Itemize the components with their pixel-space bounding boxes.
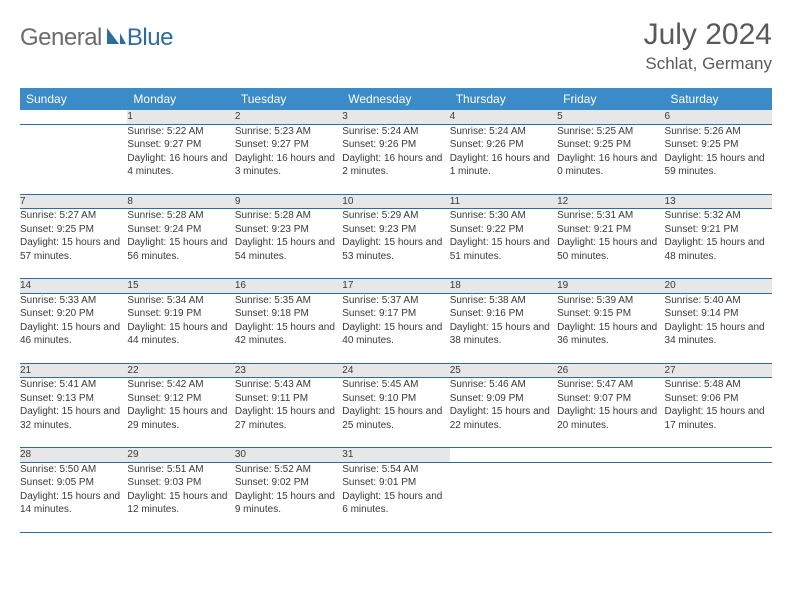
calendar-body: 123456 Sunrise: 5:22 AMSunset: 9:27 PMDa… xyxy=(20,110,772,532)
day-detail: Sunrise: 5:37 AMSunset: 9:17 PMDaylight:… xyxy=(342,293,449,363)
day-detail: Sunrise: 5:50 AMSunset: 9:05 PMDaylight:… xyxy=(20,462,127,532)
calendar-table: Sunday Monday Tuesday Wednesday Thursday… xyxy=(20,88,772,533)
weekday-header: Sunday xyxy=(20,88,127,110)
day-detail: Sunrise: 5:43 AMSunset: 9:11 PMDaylight:… xyxy=(235,378,342,448)
logo-text-general: General xyxy=(20,24,102,52)
logo-sail-icon xyxy=(105,26,127,51)
day-detail-row: Sunrise: 5:22 AMSunset: 9:27 PMDaylight:… xyxy=(20,124,772,194)
day-number: 13 xyxy=(665,194,772,209)
day-number: 3 xyxy=(342,110,449,124)
day-number: 12 xyxy=(557,194,664,209)
logo: General Blue xyxy=(20,24,173,52)
day-number: 30 xyxy=(235,448,342,463)
day-detail: Sunrise: 5:54 AMSunset: 9:01 PMDaylight:… xyxy=(342,462,449,532)
title-block: July 2024 Schlat, Germany xyxy=(644,18,772,74)
day-number xyxy=(20,110,127,124)
day-number: 18 xyxy=(450,279,557,294)
logo-text-blue: Blue xyxy=(127,24,173,52)
day-detail: Sunrise: 5:33 AMSunset: 9:20 PMDaylight:… xyxy=(20,293,127,363)
day-detail: Sunrise: 5:35 AMSunset: 9:18 PMDaylight:… xyxy=(235,293,342,363)
day-number-row: 123456 xyxy=(20,110,772,124)
day-detail: Sunrise: 5:39 AMSunset: 9:15 PMDaylight:… xyxy=(557,293,664,363)
day-number: 17 xyxy=(342,279,449,294)
day-detail-row: Sunrise: 5:41 AMSunset: 9:13 PMDaylight:… xyxy=(20,378,772,448)
day-detail: Sunrise: 5:28 AMSunset: 9:23 PMDaylight:… xyxy=(235,209,342,279)
day-detail: Sunrise: 5:29 AMSunset: 9:23 PMDaylight:… xyxy=(342,209,449,279)
day-number-row: 28293031 xyxy=(20,448,772,463)
day-detail: Sunrise: 5:42 AMSunset: 9:12 PMDaylight:… xyxy=(127,378,234,448)
day-detail: Sunrise: 5:31 AMSunset: 9:21 PMDaylight:… xyxy=(557,209,664,279)
day-number: 11 xyxy=(450,194,557,209)
day-detail: Sunrise: 5:38 AMSunset: 9:16 PMDaylight:… xyxy=(450,293,557,363)
day-number: 9 xyxy=(235,194,342,209)
day-detail: Sunrise: 5:40 AMSunset: 9:14 PMDaylight:… xyxy=(665,293,772,363)
day-number: 1 xyxy=(127,110,234,124)
weekday-header-row: Sunday Monday Tuesday Wednesday Thursday… xyxy=(20,88,772,110)
day-number: 23 xyxy=(235,363,342,378)
day-detail-row: Sunrise: 5:33 AMSunset: 9:20 PMDaylight:… xyxy=(20,293,772,363)
day-detail xyxy=(557,462,664,532)
day-number: 28 xyxy=(20,448,127,463)
day-number: 16 xyxy=(235,279,342,294)
day-number: 10 xyxy=(342,194,449,209)
day-number: 19 xyxy=(557,279,664,294)
day-detail: Sunrise: 5:28 AMSunset: 9:24 PMDaylight:… xyxy=(127,209,234,279)
day-number-row: 21222324252627 xyxy=(20,363,772,378)
day-number: 20 xyxy=(665,279,772,294)
day-detail: Sunrise: 5:30 AMSunset: 9:22 PMDaylight:… xyxy=(450,209,557,279)
day-number: 24 xyxy=(342,363,449,378)
day-number: 26 xyxy=(557,363,664,378)
day-detail: Sunrise: 5:34 AMSunset: 9:19 PMDaylight:… xyxy=(127,293,234,363)
day-detail: Sunrise: 5:45 AMSunset: 9:10 PMDaylight:… xyxy=(342,378,449,448)
day-number-row: 78910111213 xyxy=(20,194,772,209)
weekday-header: Monday xyxy=(127,88,234,110)
weekday-header: Tuesday xyxy=(235,88,342,110)
day-number-row: 14151617181920 xyxy=(20,279,772,294)
weekday-header: Thursday xyxy=(450,88,557,110)
day-detail: Sunrise: 5:26 AMSunset: 9:25 PMDaylight:… xyxy=(665,124,772,194)
day-detail: Sunrise: 5:47 AMSunset: 9:07 PMDaylight:… xyxy=(557,378,664,448)
day-detail xyxy=(20,124,127,194)
header: General Blue July 2024 Schlat, Germany xyxy=(20,18,772,74)
day-detail: Sunrise: 5:46 AMSunset: 9:09 PMDaylight:… xyxy=(450,378,557,448)
day-number: 4 xyxy=(450,110,557,124)
day-detail: Sunrise: 5:41 AMSunset: 9:13 PMDaylight:… xyxy=(20,378,127,448)
day-detail: Sunrise: 5:51 AMSunset: 9:03 PMDaylight:… xyxy=(127,462,234,532)
day-number: 27 xyxy=(665,363,772,378)
location: Schlat, Germany xyxy=(644,54,772,74)
day-detail xyxy=(450,462,557,532)
day-number xyxy=(557,448,664,463)
weekday-header: Friday xyxy=(557,88,664,110)
day-detail: Sunrise: 5:24 AMSunset: 9:26 PMDaylight:… xyxy=(342,124,449,194)
day-detail-row: Sunrise: 5:27 AMSunset: 9:25 PMDaylight:… xyxy=(20,209,772,279)
day-number: 25 xyxy=(450,363,557,378)
day-detail: Sunrise: 5:23 AMSunset: 9:27 PMDaylight:… xyxy=(235,124,342,194)
day-number: 31 xyxy=(342,448,449,463)
day-detail: Sunrise: 5:48 AMSunset: 9:06 PMDaylight:… xyxy=(665,378,772,448)
day-number: 8 xyxy=(127,194,234,209)
day-number xyxy=(665,448,772,463)
day-detail: Sunrise: 5:25 AMSunset: 9:25 PMDaylight:… xyxy=(557,124,664,194)
month-title: July 2024 xyxy=(644,18,772,52)
day-number: 22 xyxy=(127,363,234,378)
day-number: 29 xyxy=(127,448,234,463)
day-number: 2 xyxy=(235,110,342,124)
weekday-header: Wednesday xyxy=(342,88,449,110)
day-detail: Sunrise: 5:52 AMSunset: 9:02 PMDaylight:… xyxy=(235,462,342,532)
weekday-header: Saturday xyxy=(665,88,772,110)
day-number: 14 xyxy=(20,279,127,294)
day-number: 5 xyxy=(557,110,664,124)
day-detail: Sunrise: 5:22 AMSunset: 9:27 PMDaylight:… xyxy=(127,124,234,194)
day-detail-row: Sunrise: 5:50 AMSunset: 9:05 PMDaylight:… xyxy=(20,462,772,532)
day-number: 15 xyxy=(127,279,234,294)
day-detail: Sunrise: 5:32 AMSunset: 9:21 PMDaylight:… xyxy=(665,209,772,279)
day-detail: Sunrise: 5:24 AMSunset: 9:26 PMDaylight:… xyxy=(450,124,557,194)
day-number xyxy=(450,448,557,463)
day-detail xyxy=(665,462,772,532)
day-number: 21 xyxy=(20,363,127,378)
day-number: 6 xyxy=(665,110,772,124)
day-number: 7 xyxy=(20,194,127,209)
day-detail: Sunrise: 5:27 AMSunset: 9:25 PMDaylight:… xyxy=(20,209,127,279)
